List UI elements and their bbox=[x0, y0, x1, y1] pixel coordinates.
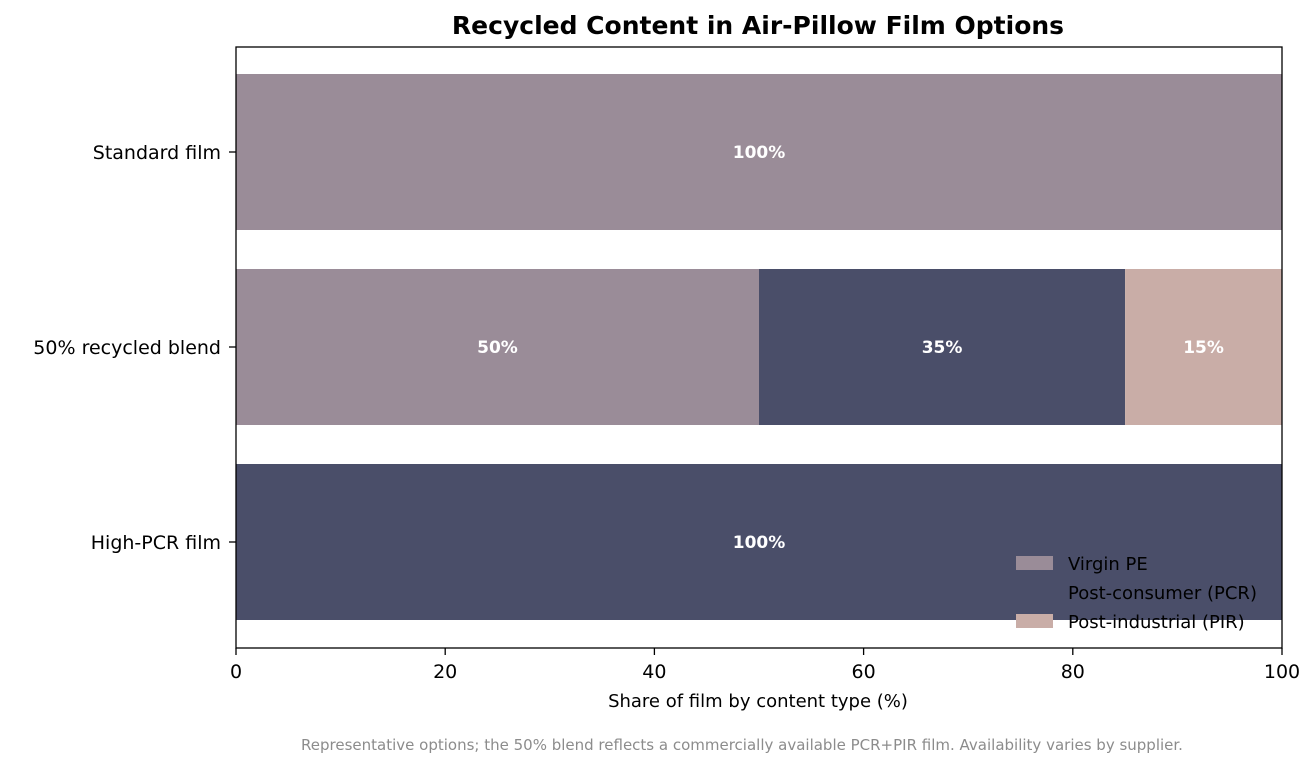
data-label-50-recycled-blend-post-industrial-pir: 15% bbox=[1183, 338, 1224, 358]
x-tick-label-80: 80 bbox=[1061, 661, 1085, 683]
bar-segment-50-recycled-blend-post-industrial-pir bbox=[1125, 269, 1282, 425]
x-tick-label-100: 100 bbox=[1264, 661, 1300, 683]
bar-segment-standard-film-virgin-pe bbox=[236, 74, 1282, 230]
legend: Virgin PE Post-consumer (PCR) Post-industr… bbox=[1016, 554, 1257, 633]
legend-label-post-industrial-pir: Post-industrial (PIR) bbox=[1068, 612, 1245, 633]
legend-swatch-post-industrial-pir bbox=[1016, 614, 1053, 628]
data-label-50-recycled-blend-virgin-pe: 50% bbox=[477, 338, 518, 358]
legend-swatch-virgin-pe bbox=[1016, 556, 1053, 570]
x-tick-label-0: 0 bbox=[230, 661, 242, 683]
data-labels-layer: 100% 50% 35% 15% 100% bbox=[477, 143, 1224, 553]
y-tick-label-standard-film: Standard film bbox=[93, 142, 221, 164]
bar-segment-50-recycled-blend-post-consumer-pcr bbox=[759, 269, 1126, 425]
bar-segment-50-recycled-blend-virgin-pe bbox=[236, 269, 759, 425]
data-label-50-recycled-blend-post-consumer-pcr: 35% bbox=[922, 338, 963, 358]
chart-footnote: Representative options; the 50% blend re… bbox=[301, 736, 1183, 754]
x-tick-label-60: 60 bbox=[852, 661, 876, 683]
y-tick-label-50-recycled-blend: 50% recycled blend bbox=[33, 337, 221, 359]
axes-layer: Standard film 50% recycled blend High-PCR … bbox=[33, 46, 1300, 683]
bars-layer bbox=[236, 74, 1282, 620]
plot-frame bbox=[235, 46, 1283, 649]
x-tick-label-40: 40 bbox=[642, 661, 666, 683]
x-tick-label-20: 20 bbox=[433, 661, 457, 683]
bar-segment-high-pcr-film-post-consumer-pcr bbox=[236, 464, 1282, 620]
legend-swatch-post-consumer-pcr bbox=[1016, 585, 1053, 599]
legend-label-post-consumer-pcr: Post-consumer (PCR) bbox=[1068, 583, 1257, 604]
chart-title: Recycled Content in Air-Pillow Film Opti… bbox=[452, 11, 1064, 40]
data-label-standard-film-virgin-pe: 100% bbox=[733, 143, 786, 163]
legend-label-virgin-pe: Virgin PE bbox=[1068, 554, 1148, 575]
y-tick-label-high-pcr-film: High-PCR film bbox=[91, 532, 221, 554]
x-axis-label: Share of film by content type (%) bbox=[608, 691, 908, 712]
data-label-high-pcr-film-post-consumer-pcr: 100% bbox=[733, 533, 786, 553]
